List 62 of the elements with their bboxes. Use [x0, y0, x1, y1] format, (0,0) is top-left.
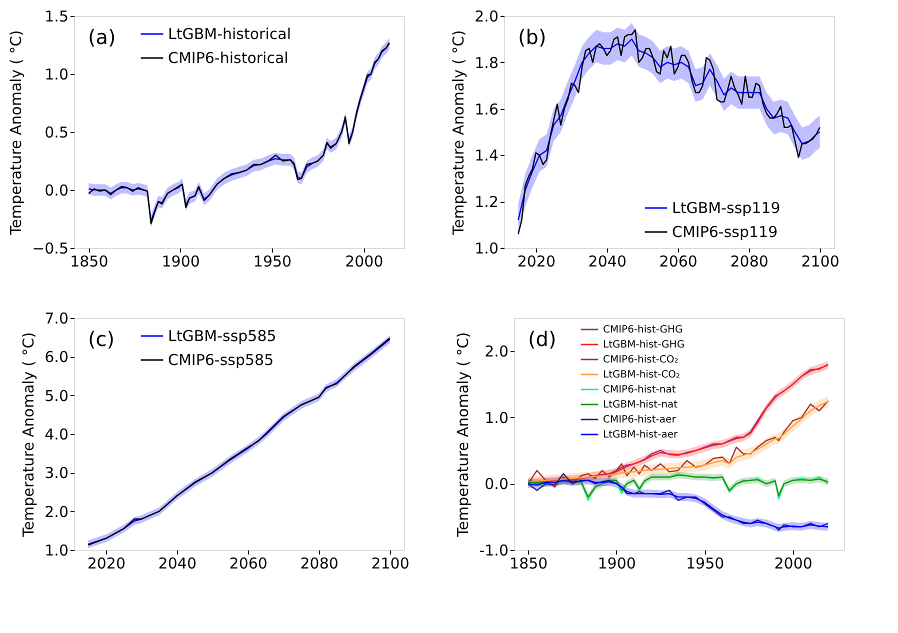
- legend-label: LtGBM-ssp119: [672, 199, 780, 217]
- legend-label: CMIP6-hist-nat: [603, 384, 676, 396]
- legend-label: LtGBM-hist-GHG: [603, 340, 685, 350]
- y-axis-title: Temperature Anomaly ( °C): [20, 332, 38, 538]
- legend-label: CMIP6-hist-GHG: [603, 324, 683, 336]
- y-tick-label: 2.0: [44, 502, 68, 521]
- y-tick-label: 0.0: [44, 182, 68, 200]
- x-tick-label: 1850: [510, 554, 548, 572]
- x-tick-label: 2060: [659, 252, 698, 270]
- y-axis-title: Temperature Anomaly ( °C): [454, 332, 472, 538]
- x-tick-label: 2020: [517, 252, 556, 270]
- y-tick-label: 5.0: [44, 386, 68, 405]
- x-tick-label: 2100: [801, 252, 840, 270]
- legend-label: LtGBM-ssp585: [168, 327, 276, 345]
- y-tick-label: 1.8: [474, 54, 498, 72]
- y-tick-label: 1.4: [474, 146, 498, 165]
- x-tick-label: 1900: [598, 554, 636, 572]
- y-tick-label: −0.5: [32, 240, 68, 258]
- y-tick-label: 4.0: [44, 426, 68, 444]
- legend-label: LtGBM-hist-CO₂: [603, 370, 680, 380]
- x-tick-label: 2060: [229, 554, 268, 572]
- y-tick-label: 1.5: [44, 8, 68, 26]
- x-tick-label: 1950: [686, 554, 724, 572]
- y-tick-label: 1.6: [474, 100, 498, 118]
- legend-label: CMIP6-historical: [168, 49, 288, 67]
- x-tick-label: 2080: [300, 554, 338, 572]
- y-tick-label: 0.5: [44, 124, 68, 142]
- x-tick-label: 2040: [158, 554, 196, 572]
- x-tick-label: 1850: [70, 252, 108, 270]
- legend-label: CMIP6-ssp119: [672, 223, 778, 241]
- y-axis-title: Temperature Anomaly ( °C): [450, 30, 468, 236]
- y-tick-label: 3.0: [44, 464, 68, 482]
- legend-label: CMIP6-ssp585: [168, 351, 274, 369]
- x-tick-label: 2100: [371, 554, 410, 572]
- x-tick-label: 2040: [588, 252, 626, 270]
- y-tick-label: 2.0: [484, 342, 508, 361]
- legend-label: LtGBM-hist-nat: [603, 400, 678, 410]
- x-tick-label: 2020: [87, 554, 126, 572]
- x-tick-label: 1950: [253, 252, 292, 270]
- legend-label: LtGBM-historical: [168, 25, 291, 43]
- annotation: (c): [88, 327, 115, 351]
- y-tick-label: 0.0: [484, 475, 508, 494]
- y-tick-label: 1.2: [474, 193, 498, 212]
- y-tick-label: -1.0: [479, 542, 508, 560]
- legend-label: LtGBM-hist-aer: [603, 430, 678, 440]
- x-tick-label: 2000: [774, 554, 812, 572]
- x-tick-label: 1900: [162, 252, 200, 270]
- x-tick-label: 2000: [345, 252, 384, 270]
- legend-label: CMIP6-hist-CO₂: [603, 354, 678, 366]
- annotation: (a): [88, 25, 116, 49]
- y-tick-label: 6.0: [44, 348, 68, 366]
- y-tick-label: 1.0: [474, 240, 498, 258]
- y-tick-label: 1.0: [44, 542, 68, 560]
- y-tick-label: 1.0: [44, 66, 68, 84]
- y-tick-label: 2.0: [474, 8, 498, 26]
- annotation: (d): [528, 327, 556, 351]
- y-tick-label: 7.0: [44, 310, 68, 328]
- legend-label: CMIP6-hist-aer: [603, 414, 677, 426]
- y-tick-label: 1.0: [484, 408, 508, 427]
- y-axis-title: Temperature Anomaly ( °C): [7, 30, 26, 236]
- annotation: (b): [518, 25, 546, 49]
- x-tick-label: 2080: [730, 252, 768, 270]
